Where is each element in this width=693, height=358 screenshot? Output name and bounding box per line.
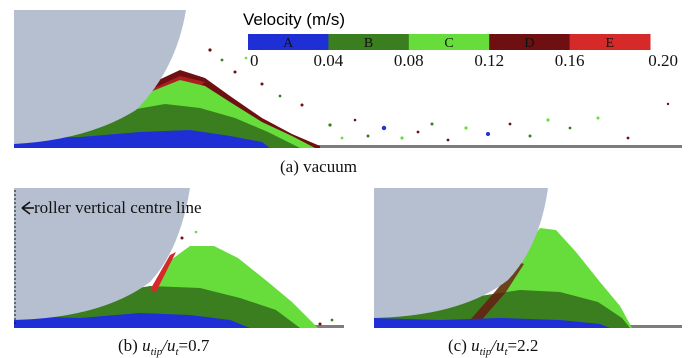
pile-a-blue-layer xyxy=(14,130,270,148)
scattered-particles-b xyxy=(180,230,334,326)
legend-band-label: A xyxy=(283,36,294,51)
particle xyxy=(208,48,212,52)
legend-title: Velocity (m/s) xyxy=(243,10,345,29)
velocity-legend: Velocity (m/s) A B C D E 0 0.04 0.08 0.12 0.16 0.… xyxy=(243,10,678,70)
legend-band-label: B xyxy=(364,36,373,51)
pile-c-dark-green-layer xyxy=(374,290,630,328)
legend-band-e xyxy=(569,34,651,50)
legend-tick-label: 0.08 xyxy=(394,51,424,70)
pile-b-blue-layer xyxy=(14,313,250,328)
particle xyxy=(300,103,304,107)
legend-band-label: E xyxy=(606,36,615,51)
particle xyxy=(220,58,224,62)
centre-line-arrow xyxy=(21,201,34,215)
particle xyxy=(568,126,572,130)
particle xyxy=(446,138,450,142)
roller-a xyxy=(14,10,186,144)
particle xyxy=(416,130,420,134)
legend-band-d xyxy=(489,34,571,50)
particle xyxy=(430,122,434,126)
particle xyxy=(464,126,468,130)
panel-c xyxy=(374,188,682,328)
legend-band-a xyxy=(248,34,329,50)
centre-line-label: roller vertical centre line xyxy=(34,198,202,217)
particle xyxy=(340,136,344,140)
legend-tick-label: 0.12 xyxy=(474,51,504,70)
particle xyxy=(528,134,532,138)
legend-band-label: D xyxy=(524,36,534,51)
caption-b: (b) utip/ut=0.7 xyxy=(118,336,210,358)
particle-pile-c xyxy=(374,228,632,328)
legend-band-label: C xyxy=(444,36,453,51)
pile-c-blue-layer xyxy=(374,318,610,328)
pile-b-dark-green-layer xyxy=(14,286,300,328)
particle xyxy=(400,136,404,140)
panel-b: roller vertical centre line xyxy=(14,188,344,328)
caption-c: (c) utip/ut=2.2 xyxy=(448,336,538,358)
scattered-particles-a xyxy=(208,48,670,142)
particle xyxy=(381,125,387,131)
particle xyxy=(546,118,550,122)
panel-a xyxy=(14,10,682,148)
particle xyxy=(353,118,357,122)
particle xyxy=(596,116,600,120)
particle xyxy=(194,230,198,234)
legend-tick-label: 0.04 xyxy=(314,51,344,70)
particle xyxy=(486,132,490,136)
ground-line-a xyxy=(14,145,682,148)
particle xyxy=(508,122,512,126)
pile-c-dark-red-band xyxy=(470,262,524,324)
particle xyxy=(233,70,237,74)
pile-b-red-edge xyxy=(150,252,176,292)
legend-tick-label: 0.20 xyxy=(648,51,678,70)
particle xyxy=(278,94,282,98)
particle xyxy=(626,136,630,140)
particle xyxy=(318,322,322,326)
caption-a: (a) vacuum xyxy=(280,157,357,176)
legend-band-b xyxy=(328,34,410,50)
legend-tick-label: 0.16 xyxy=(555,51,585,70)
particle xyxy=(180,236,184,240)
particle xyxy=(366,134,370,138)
particle xyxy=(244,56,248,60)
legend-tick-label: 0 xyxy=(250,51,259,70)
particle-pile-b xyxy=(14,246,318,328)
legend-tick-labels: 0 0.04 0.08 0.12 0.16 0.20 xyxy=(250,51,678,70)
roller-c xyxy=(374,188,548,318)
roller-b xyxy=(14,188,190,320)
particle xyxy=(330,318,334,322)
particle xyxy=(666,102,670,106)
legend-color-bar: A B C D E xyxy=(248,34,651,51)
particle xyxy=(328,123,332,127)
particle xyxy=(260,82,264,86)
legend-band-c xyxy=(408,34,490,50)
